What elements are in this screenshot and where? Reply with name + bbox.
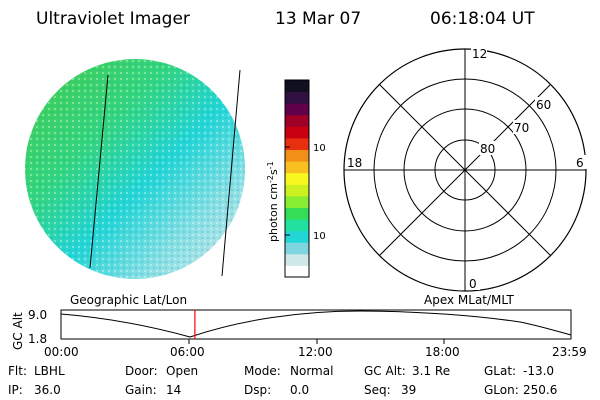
polar-grid: 12 18 6 0 60 70 80 [343, 46, 587, 292]
info-mode-label: Mode: [244, 364, 281, 378]
info-flt-label: Flt: [8, 364, 27, 378]
info-gcalt-value: 3.1 Re [412, 364, 451, 378]
info-mode-value: Normal [290, 364, 334, 378]
info-flt-value: LBHL [34, 364, 65, 378]
altitude-timeline: GC Alt 9.0 1.8 [11, 308, 572, 350]
timeline-axis-title: GC Alt [11, 312, 25, 350]
info-seq-value: 39 [401, 383, 417, 397]
lat-label-70: 70 [514, 121, 529, 135]
colorbar-cell [285, 91, 309, 104]
colorbar-cell [285, 230, 309, 243]
colorbar-cell [285, 126, 309, 139]
app-title: Ultraviolet Imager [36, 9, 190, 29]
timeline-right-label: Apex MLat/MLT [424, 293, 514, 307]
colorbar-cell [285, 207, 309, 220]
colorbar-cell [285, 114, 309, 127]
info-gain-label: Gain: [125, 383, 157, 397]
colorbar-cell [285, 195, 309, 208]
colorbar-cell [285, 184, 309, 197]
colorbar-cell [285, 172, 309, 185]
timeline-xtick-0000: 00:00 [44, 345, 79, 359]
info-glat-value: -13.0 [523, 364, 555, 378]
info-glon-value: 250.6 [523, 383, 558, 397]
colorbar-cell [285, 103, 309, 116]
info-door-label: Door: [125, 364, 158, 378]
info-dsp-label: Dsp: [244, 383, 272, 397]
colorbar-unit-label: photon cm-2s-1 [266, 161, 280, 242]
info-gain-value: 14 [166, 383, 182, 397]
timeline-xtick-2359: 23:59 [552, 345, 587, 359]
colorbar-tick-100: 100 [313, 143, 325, 154]
info-glon-label: GLon: [484, 383, 519, 397]
colorbar-cell [285, 242, 309, 255]
colorbar-cell [285, 265, 309, 278]
info-ip-label: IP: [8, 383, 23, 397]
timeline-xtick-1200: 12:00 [298, 345, 333, 359]
lat-label-80: 80 [480, 142, 495, 156]
timeline-xtick-0600: 06:00 [170, 345, 205, 359]
colorbar-cell [285, 161, 309, 174]
info-gcalt-label: GC Alt: [364, 364, 406, 378]
timeline-ytick-min: 1.8 [28, 332, 47, 346]
info-seq-label: Seq: [364, 383, 391, 397]
mlt-label-6: 6 [576, 156, 584, 170]
colorbar-cell [285, 137, 309, 151]
info-glat-label: GLat: [484, 364, 517, 378]
colorbar-cell [285, 80, 309, 93]
lat-label-60: 60 [536, 98, 551, 112]
info-door-value: Open [166, 364, 199, 378]
info-ip-value: 36.0 [34, 383, 61, 397]
time-label: 06:18:04 UT [430, 9, 535, 29]
colorbar-cell [285, 253, 309, 266]
timeline-ytick-max: 9.0 [28, 308, 47, 322]
auroral-image [25, 59, 245, 279]
timeline-xtick-1800: 18:00 [425, 345, 460, 359]
mlt-label-0: 0 [469, 277, 477, 291]
date-label: 13 Mar 07 [275, 9, 362, 29]
mlt-label-12: 12 [472, 47, 487, 61]
lon-line-1 [89, 74, 109, 269]
colorbar: 100 10 photon cm-2s-1 [266, 79, 325, 278]
lon-line-2 [221, 69, 241, 277]
colorbar-tick-10: 10 [313, 231, 325, 242]
timeline-left-label: Geographic Lat/Lon [70, 293, 188, 307]
info-dsp-value: 0.0 [290, 383, 310, 397]
colorbar-cell [285, 149, 309, 162]
mlt-label-18: 18 [347, 156, 362, 170]
colorbar-cell [285, 219, 309, 232]
